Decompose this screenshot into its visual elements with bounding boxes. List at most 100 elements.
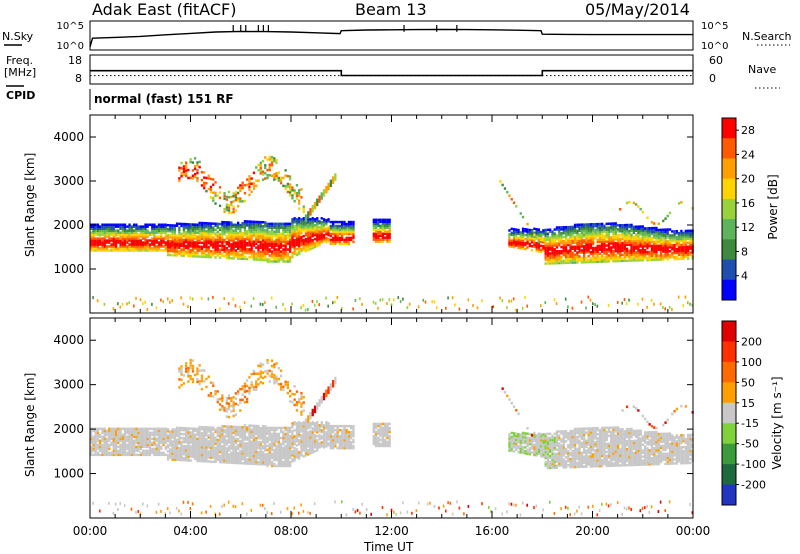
power-cell <box>237 225 240 229</box>
power-cell <box>601 248 604 251</box>
velocity-cell <box>270 426 274 430</box>
power-cell <box>616 224 620 227</box>
power-cell <box>576 255 579 258</box>
power-speckle <box>171 299 173 303</box>
velocity-speckle <box>227 500 230 504</box>
velocity-cell <box>277 383 280 386</box>
power-cell <box>345 222 348 226</box>
velocity-cell <box>144 429 147 433</box>
power-cell <box>583 255 586 258</box>
velocity-cell <box>191 378 195 381</box>
velocity-cell <box>241 450 244 453</box>
velocity-cell <box>194 445 197 448</box>
power-cell <box>632 227 635 231</box>
power-cell <box>621 253 624 257</box>
power-speckle <box>169 300 171 304</box>
power-cell <box>519 237 522 240</box>
power-cell <box>291 255 294 259</box>
velocity-cell <box>218 446 222 450</box>
power-cell <box>553 234 556 237</box>
power-cell <box>264 235 267 238</box>
velocity-cell <box>94 431 97 435</box>
power-cell <box>166 243 170 247</box>
power-cell <box>205 247 208 251</box>
power-cell <box>248 220 251 223</box>
power-cell <box>592 250 595 254</box>
velocity-cell <box>209 444 213 447</box>
power-cell <box>268 250 271 253</box>
power-cell <box>632 249 635 252</box>
power-cell <box>653 226 656 230</box>
velocity-cell <box>189 441 192 444</box>
power-cell <box>221 246 224 250</box>
velocity-cell <box>268 452 271 456</box>
power-cell <box>200 233 204 237</box>
power-cell <box>130 249 133 252</box>
power-cell <box>187 240 190 244</box>
power-cell <box>257 224 260 228</box>
velocity-cell <box>196 449 199 453</box>
power-cell <box>182 228 185 232</box>
power-cell <box>223 238 226 242</box>
velocity-cell <box>162 429 165 433</box>
power-cell <box>594 234 597 238</box>
power-cell <box>286 222 289 226</box>
velocity-cell <box>169 452 172 455</box>
power-speckle <box>252 297 255 300</box>
velocity-cell <box>200 369 204 372</box>
power-cell <box>553 252 556 255</box>
power-speckle <box>212 295 214 299</box>
velocity-cell <box>203 430 206 433</box>
power-cell <box>587 250 590 254</box>
power-cell <box>248 230 251 233</box>
power-cell <box>94 225 97 228</box>
velocity-cell <box>252 460 256 464</box>
velocity-cell <box>180 458 183 462</box>
power-cell <box>512 245 516 249</box>
power-cell <box>343 240 346 244</box>
velocity-cell <box>273 363 276 366</box>
power-cell <box>316 221 319 224</box>
power-cell <box>648 254 651 258</box>
power-cell <box>225 221 228 224</box>
velocity-cell <box>218 458 222 462</box>
power-cell <box>198 235 201 238</box>
power-cell <box>234 209 237 212</box>
power-cell <box>237 233 240 237</box>
power-cell <box>225 198 228 201</box>
power-cell <box>216 244 219 247</box>
velocity-cell <box>191 433 195 436</box>
velocity-cell <box>119 437 122 441</box>
power-cell <box>239 233 242 237</box>
power-speckle <box>112 307 115 311</box>
velocity-cell <box>112 441 115 445</box>
power-cell <box>524 243 527 247</box>
velocity-cell <box>277 460 280 464</box>
power-cell <box>307 248 310 252</box>
power-speckle <box>218 307 221 311</box>
power-cell <box>257 252 260 255</box>
velocity-cell <box>243 462 247 465</box>
power-cell <box>567 237 570 241</box>
velocity-cell <box>266 454 269 458</box>
power-cell <box>567 251 570 255</box>
velocity-cell <box>108 431 111 435</box>
power-cell <box>196 163 199 167</box>
power-cell <box>200 221 204 225</box>
velocity-cell <box>105 451 109 455</box>
power-cell <box>164 231 167 234</box>
velocity-cell <box>96 429 100 433</box>
power-cell <box>257 179 260 182</box>
power-cell <box>264 239 267 242</box>
velocity-cell <box>135 431 138 435</box>
power-cell <box>655 226 658 230</box>
velocity-cell <box>252 426 256 430</box>
power-cell <box>205 239 208 243</box>
power-cell <box>194 223 197 226</box>
power-cell <box>180 167 183 170</box>
power-cell <box>637 259 640 262</box>
power-cell <box>537 232 540 235</box>
velocity-cell <box>144 443 147 447</box>
velocity-cell <box>268 460 271 464</box>
power-cell <box>336 234 339 238</box>
